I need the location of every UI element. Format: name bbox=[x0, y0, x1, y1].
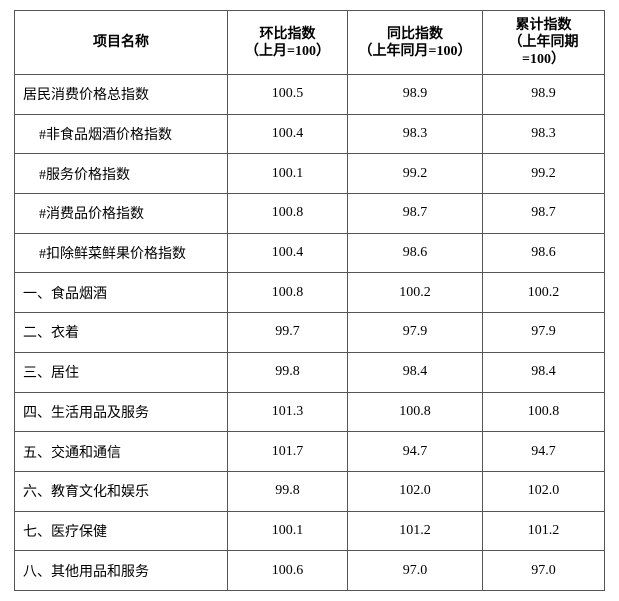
value-cell: 102.0 bbox=[482, 470, 605, 512]
table-row: #扣除鲜菜鲜果价格指数 100.4 98.6 98.6 bbox=[14, 232, 605, 274]
value-cell: 99.8 bbox=[227, 470, 348, 512]
row-label: 五、交通和通信 bbox=[14, 431, 228, 472]
value-cell: 100.8 bbox=[482, 391, 605, 433]
value-cell: 100.8 bbox=[227, 193, 348, 234]
value-cell: 101.3 bbox=[227, 391, 348, 433]
row-label: #消费品价格指数 bbox=[14, 193, 228, 234]
value-cell: 100.4 bbox=[227, 232, 348, 274]
data-table: 项目名称 环比指数 （上月=100） 同比指数 （上年同月=100） 累计指数 （上年… bbox=[14, 10, 605, 591]
value-cell: 98.7 bbox=[347, 193, 483, 234]
value-cell: 101.2 bbox=[347, 510, 483, 552]
row-label: 三、居住 bbox=[14, 351, 228, 393]
table-row: 八、其他用品和服务 100.6 97.0 97.0 bbox=[14, 550, 605, 591]
value-cell: 98.4 bbox=[482, 351, 605, 393]
value-cell: 98.3 bbox=[347, 113, 483, 155]
value-cell: 100.6 bbox=[227, 550, 348, 591]
value-cell: 100.8 bbox=[227, 272, 348, 314]
table-row: 居民消费价格总指数 100.5 98.9 98.9 bbox=[14, 74, 605, 115]
value-cell: 98.6 bbox=[482, 232, 605, 274]
header-cell: 累计指数 （上年同期 =100） bbox=[482, 10, 605, 75]
value-cell: 99.7 bbox=[227, 312, 348, 353]
value-cell: 94.7 bbox=[347, 431, 483, 472]
value-cell: 98.9 bbox=[482, 74, 605, 115]
value-cell: 100.8 bbox=[347, 391, 483, 433]
row-label: 二、衣着 bbox=[14, 312, 228, 353]
value-cell: 101.7 bbox=[227, 431, 348, 472]
value-cell: 99.2 bbox=[347, 153, 483, 195]
header-cell: 项目名称 bbox=[14, 10, 228, 75]
value-cell: 98.3 bbox=[482, 113, 605, 155]
value-cell: 97.0 bbox=[482, 550, 605, 591]
value-cell: 98.9 bbox=[347, 74, 483, 115]
table-row: 五、交通和通信 101.7 94.7 94.7 bbox=[14, 431, 605, 472]
table-row: 六、教育文化和娱乐 99.8 102.0 102.0 bbox=[14, 470, 605, 512]
row-label: 八、其他用品和服务 bbox=[14, 550, 228, 591]
header-cell: 同比指数 （上年同月=100） bbox=[347, 10, 483, 75]
row-label: 居民消费价格总指数 bbox=[14, 74, 228, 115]
value-cell: 100.2 bbox=[347, 272, 483, 314]
value-cell: 98.7 bbox=[482, 193, 605, 234]
row-label: 七、医疗保健 bbox=[14, 510, 228, 552]
value-cell: 98.6 bbox=[347, 232, 483, 274]
row-label: 六、教育文化和娱乐 bbox=[14, 470, 228, 512]
table-row: #服务价格指数 100.1 99.2 99.2 bbox=[14, 153, 605, 195]
table-row: 三、居住 99.8 98.4 98.4 bbox=[14, 351, 605, 393]
row-label: #扣除鲜菜鲜果价格指数 bbox=[14, 232, 228, 274]
table-row: 二、衣着 99.7 97.9 97.9 bbox=[14, 312, 605, 353]
table-row: 四、生活用品及服务 101.3 100.8 100.8 bbox=[14, 391, 605, 433]
value-cell: 97.9 bbox=[482, 312, 605, 353]
row-label: 一、食品烟酒 bbox=[14, 272, 228, 314]
value-cell: 98.4 bbox=[347, 351, 483, 393]
value-cell: 94.7 bbox=[482, 431, 605, 472]
table-body: 居民消费价格总指数 100.5 98.9 98.9 #非食品烟酒价格指数 100.4 98.… bbox=[14, 74, 605, 591]
header-row: 项目名称 环比指数 （上月=100） 同比指数 （上年同月=100） 累计指数 （上年… bbox=[14, 10, 605, 75]
row-label: 四、生活用品及服务 bbox=[14, 391, 228, 433]
value-cell: 97.0 bbox=[347, 550, 483, 591]
value-cell: 102.0 bbox=[347, 470, 483, 512]
table-row: #非食品烟酒价格指数 100.4 98.3 98.3 bbox=[14, 113, 605, 155]
table-row: #消费品价格指数 100.8 98.7 98.7 bbox=[14, 193, 605, 234]
header-cell: 环比指数 （上月=100） bbox=[227, 10, 348, 75]
value-cell: 97.9 bbox=[347, 312, 483, 353]
table-row: 七、医疗保健 100.1 101.2 101.2 bbox=[14, 510, 605, 552]
row-label: #服务价格指数 bbox=[14, 153, 228, 195]
value-cell: 99.8 bbox=[227, 351, 348, 393]
table-row: 一、食品烟酒 100.8 100.2 100.2 bbox=[14, 272, 605, 314]
value-cell: 101.2 bbox=[482, 510, 605, 552]
row-label: #非食品烟酒价格指数 bbox=[14, 113, 228, 155]
value-cell: 100.5 bbox=[227, 74, 348, 115]
value-cell: 100.4 bbox=[227, 113, 348, 155]
value-cell: 100.1 bbox=[227, 153, 348, 195]
value-cell: 99.2 bbox=[482, 153, 605, 195]
value-cell: 100.2 bbox=[482, 272, 605, 314]
value-cell: 100.1 bbox=[227, 510, 348, 552]
